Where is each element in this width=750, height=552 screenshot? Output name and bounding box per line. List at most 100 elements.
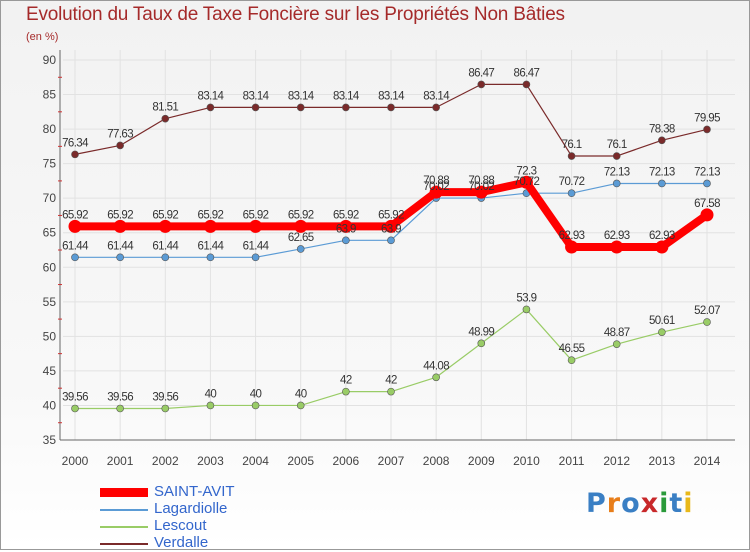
data-point: [206, 253, 215, 262]
legend-swatch: [100, 488, 148, 497]
data-label: 62.93: [604, 230, 630, 242]
data-point: [700, 208, 714, 222]
data-label: 50.61: [649, 315, 675, 327]
x-tick-label: 2013: [649, 454, 676, 468]
chart-unit: (en %): [26, 31, 59, 43]
data-label: 40: [295, 388, 307, 400]
legend-label: Lagardiolle: [154, 500, 228, 517]
data-label: 42: [340, 375, 352, 387]
logo-letter: i: [683, 488, 694, 519]
y-tick-label: 70: [43, 191, 57, 205]
legend-label: Verdalle: [154, 534, 209, 551]
x-tick-label: 2003: [197, 454, 224, 468]
data-label: 76.1: [562, 139, 582, 151]
data-point: [567, 189, 576, 198]
data-label: 65.92: [288, 209, 314, 221]
logo-letter: o: [621, 488, 641, 519]
data-point: [206, 401, 215, 410]
data-point: [655, 240, 669, 254]
data-point: [251, 253, 260, 262]
data-point: [71, 404, 79, 413]
x-tick-label: 2011: [559, 454, 585, 468]
data-label: 86.47: [468, 67, 494, 79]
data-point: [567, 152, 576, 160]
data-label: 39.56: [107, 391, 133, 403]
data-label: 76.34: [62, 137, 89, 149]
logo-letter: P: [586, 488, 607, 519]
data-label: 63.9: [381, 223, 401, 235]
data-label: 40: [205, 388, 217, 400]
data-point: [161, 114, 170, 123]
data-point: [203, 219, 217, 233]
data-label: 65.92: [333, 209, 359, 221]
data-label: 86.47: [514, 67, 540, 79]
data-point: [206, 103, 215, 112]
data-point: [565, 240, 579, 254]
data-point: [249, 219, 263, 233]
y-tick-label: 35: [43, 433, 57, 447]
y-tick-label: 80: [43, 122, 57, 136]
data-point: [116, 404, 124, 413]
data-label: 76.1: [607, 139, 627, 151]
legend-swatch: [100, 509, 148, 511]
data-label: 83.14: [243, 90, 270, 102]
data-label: 48.87: [604, 327, 630, 339]
y-tick-label: 40: [43, 398, 57, 412]
data-point: [522, 80, 531, 89]
data-label: 83.14: [423, 90, 450, 102]
data-label: 61.44: [62, 240, 89, 252]
logo-letter: i: [659, 488, 670, 519]
data-point: [477, 80, 486, 89]
data-point: [116, 141, 124, 150]
data-label: 81.51: [152, 102, 178, 114]
x-tick-label: 2005: [287, 454, 314, 468]
data-point: [703, 318, 711, 326]
data-point: [703, 125, 711, 134]
data-point: [158, 219, 172, 233]
data-label: 46.55: [559, 343, 585, 355]
data-label: 62.93: [559, 230, 585, 242]
data-label: 65.92: [107, 209, 133, 221]
data-point: [658, 136, 666, 145]
data-label: 40: [250, 388, 262, 400]
data-label: 70.88: [468, 175, 494, 187]
data-point: [658, 328, 666, 336]
legend-swatch: [100, 526, 148, 528]
x-tick-label: 2007: [378, 454, 405, 468]
data-label: 62.93: [649, 230, 675, 242]
data-point: [522, 305, 531, 314]
data-point: [342, 387, 350, 396]
data-point: [251, 103, 260, 112]
data-label: 62.65: [288, 232, 314, 244]
data-label: 83.14: [288, 90, 315, 102]
x-tick-label: 2002: [152, 454, 179, 468]
data-label: 61.44: [198, 240, 225, 252]
data-point: [612, 340, 621, 348]
data-label: 70.02: [468, 181, 494, 193]
data-label: 70.72: [559, 176, 585, 188]
data-label: 39.56: [62, 391, 88, 403]
data-label: 65.92: [198, 209, 224, 221]
x-tick-label: 2010: [513, 454, 540, 468]
data-point: [116, 253, 124, 262]
data-point: [296, 401, 305, 410]
y-tick-label: 50: [43, 329, 57, 343]
proxiti-logo: Proxiti: [586, 488, 694, 519]
data-point: [432, 103, 440, 112]
data-label: 61.44: [107, 240, 134, 252]
data-label: 65.92: [378, 209, 404, 221]
data-label: 67.58: [694, 198, 720, 210]
x-tick-label: 2000: [62, 454, 89, 468]
data-label: 61.44: [243, 240, 270, 252]
y-tick-label: 75: [43, 157, 57, 171]
data-label: 52.07: [694, 305, 720, 317]
data-point: [432, 373, 440, 382]
data-label: 61.44: [152, 240, 179, 252]
data-point: [429, 185, 443, 199]
data-point: [342, 236, 350, 245]
data-point: [567, 356, 576, 365]
y-tick-label: 65: [43, 226, 57, 240]
data-label: 72.13: [649, 166, 675, 178]
data-label: 83.14: [378, 90, 405, 102]
